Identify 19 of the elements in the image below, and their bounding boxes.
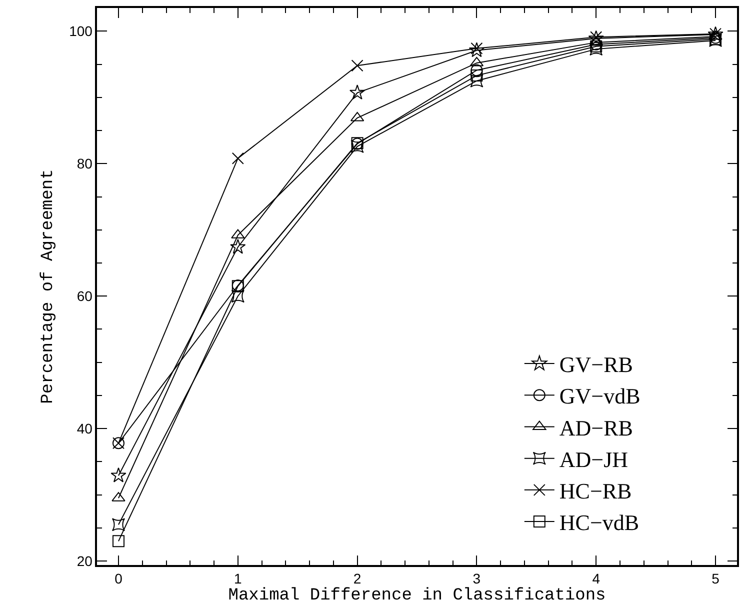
x-axis-title: Maximal Difference in Classifications: [228, 586, 606, 606]
legend-label: AD−RB: [559, 415, 633, 440]
y-tick-label: 20: [76, 552, 93, 569]
y-tick-label: 60: [76, 288, 93, 304]
y-tick-label: 100: [69, 23, 93, 40]
legend-label: GV−vdB: [559, 384, 640, 409]
x-tick-label: 1: [234, 570, 242, 587]
x-tick-label: 0: [114, 570, 123, 587]
y-axis-title: Percentage of Agreement: [39, 169, 58, 404]
legend-label: GV−RB: [559, 352, 633, 378]
x-tick-label: 4: [592, 570, 600, 587]
x-tick-label: 3: [472, 570, 481, 587]
legend-label: AD−JH: [559, 446, 628, 472]
legend-label: HC−vdB: [559, 510, 640, 536]
y-tick-label: 80: [76, 156, 93, 172]
x-tick-label: 2: [353, 570, 362, 587]
legend-label: HC−RB: [559, 478, 632, 504]
y-tick-label: 40: [76, 420, 93, 436]
x-tick-label: 5: [712, 570, 720, 587]
